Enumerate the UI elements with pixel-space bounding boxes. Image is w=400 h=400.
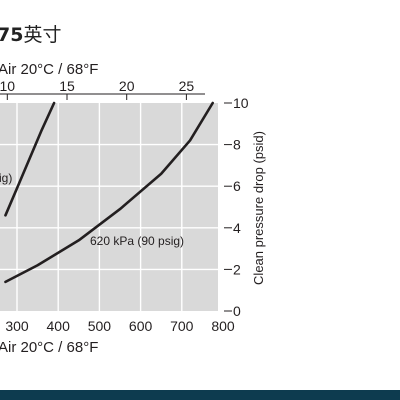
right-tick-label-0: 0 (233, 303, 241, 319)
series-label-90psig: 620 kPa (90 psig) (90, 234, 184, 248)
bottom-tick-label-800: 800 (211, 318, 235, 334)
page-title: 75英寸 (0, 20, 61, 47)
right-tick-label-10: 10 (233, 95, 249, 111)
page-title-unit: 英寸 (23, 24, 62, 46)
top-axis-label: Air 20°C / 68°F (0, 61, 98, 78)
bottom-tick-label-400: 400 (47, 318, 71, 334)
top-tick-label-15: 15 (59, 78, 75, 94)
right-tick-label-2: 2 (233, 261, 241, 277)
right-tick-label-4: 4 (233, 220, 241, 236)
right-tick-label-8: 8 (233, 137, 241, 153)
top-tick-label-10: 10 (0, 78, 15, 94)
right-tick-label-6: 6 (233, 178, 241, 194)
bottom-tick-label-300: 300 (5, 318, 29, 334)
top-tick-label-25: 25 (179, 78, 195, 94)
series-line-0 (4, 101, 56, 217)
bottom-tick-label-500: 500 (88, 318, 112, 334)
chart-labels: Air 20°C / 68°F Air 20°C / 68°F Clean pr… (0, 61, 266, 356)
series-lines (4, 101, 214, 284)
series-label-fragment: sig) (0, 171, 12, 185)
bottom-tick-label-700: 700 (170, 318, 194, 334)
bottom-axis-label: Air 20°C / 68°F (0, 339, 98, 356)
right-axis-label: Clean pressure drop (psid) (251, 131, 266, 285)
top-tick-label-20: 20 (119, 78, 135, 94)
grid-lines (0, 103, 218, 311)
bottom-tick-label-600: 600 (129, 318, 153, 334)
series-line-1 (4, 101, 214, 284)
plot-area (0, 103, 218, 311)
footer-bar (0, 390, 400, 400)
page-title-size: 75 (0, 24, 24, 46)
